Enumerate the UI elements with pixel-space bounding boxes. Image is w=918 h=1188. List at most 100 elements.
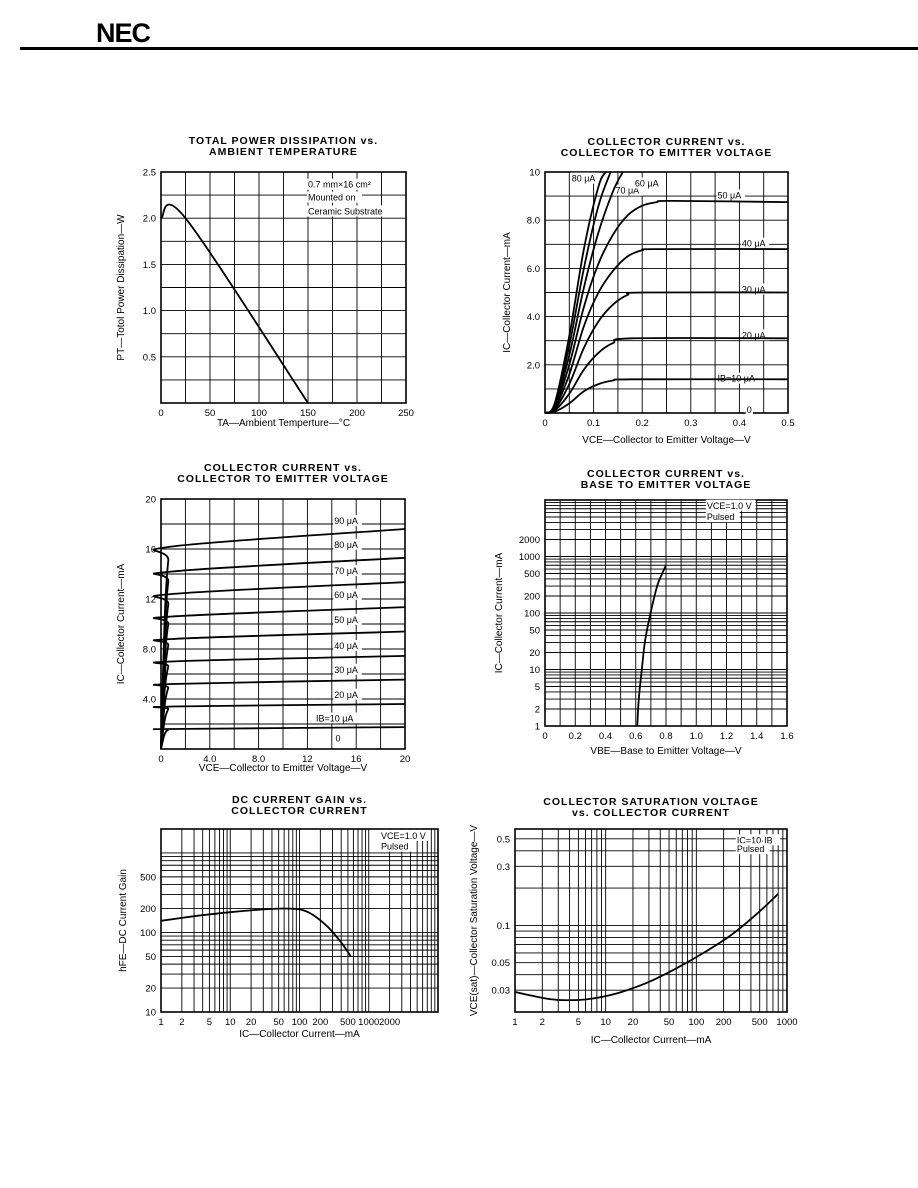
annotation-label: Ceramic Substrate (308, 207, 383, 217)
x-tick-label: 2 (540, 1017, 545, 1028)
annotation-label: 70 μA (615, 186, 639, 196)
y-axis-label: IC—Collector Current—mA (494, 552, 505, 673)
y-tick-label: 20 (145, 495, 156, 506)
x-tick-label: 1.2 (720, 731, 733, 742)
annotation-label: 40 μA (334, 641, 358, 651)
annotation-label: 50 μA (334, 615, 358, 625)
y-tick-label: 20 (529, 648, 540, 659)
annotation-bg (716, 372, 761, 384)
chart-title: TOTAL POWER DISSIPATION vs. (189, 135, 378, 147)
chart-title: COLLECTOR CURRENT vs. (588, 136, 746, 148)
series-line (160, 203, 309, 404)
annotation-label: 0 (747, 405, 752, 415)
y-tick-label: 1.0 (143, 306, 156, 317)
series-line (153, 556, 406, 750)
annotation-label: VCE=1.0 V (707, 501, 752, 511)
x-tick-label: 0.6 (629, 731, 642, 742)
chart-title: COLLECTOR CURRENT vs. (587, 468, 745, 480)
annotation-label: 60 μA (334, 590, 358, 600)
y-axis-label: VCE(sat)—Collector Saturation Voltage—V (469, 825, 480, 1017)
y-tick-label: 100 (524, 609, 540, 620)
annotation-bg (614, 184, 643, 196)
x-tick-label: 0.2 (636, 418, 649, 429)
series-line (153, 655, 406, 750)
y-tick-label: 0.1 (497, 921, 510, 932)
annotation-label: 30 μA (334, 665, 358, 675)
y-tick-label: 0.5 (143, 352, 156, 363)
x-tick-label: 50 (273, 1017, 284, 1028)
x-axis-label: TA—Ambient Temperture—°C (217, 418, 350, 429)
annotation-bg (333, 688, 362, 700)
x-tick-label: 2000 (379, 1017, 400, 1028)
x-tick-label: 0 (158, 408, 163, 419)
chart-subtitle: vs. COLLECTOR CURRENT (572, 807, 730, 819)
series-line (160, 907, 352, 957)
chart-3: COLLECTOR CURRENT vs.COLLECTOR TO EMITTE… (116, 462, 410, 774)
y-tick-label: 200 (524, 591, 540, 602)
annotation-label: VCE=1.0 V (381, 831, 426, 841)
x-tick-label: 5 (207, 1017, 212, 1028)
x-tick-label: 1 (512, 1017, 517, 1028)
x-tick-label: 0 (542, 418, 547, 429)
x-axis-label: IC—Collector Current—mA (239, 1029, 360, 1040)
y-tick-label: 50 (529, 626, 540, 637)
x-tick-label: 0.3 (684, 418, 697, 429)
y-tick-label: 500 (524, 569, 540, 580)
y-tick-label: 0.3 (497, 862, 510, 873)
chart-title: DC CURRENT GAIN vs. (232, 794, 367, 806)
annotation-label: Pulsed (381, 842, 409, 852)
x-tick-label: 5 (576, 1017, 581, 1028)
y-tick-label: 500 (140, 872, 156, 883)
x-tick-label: 12 (302, 754, 313, 765)
x-axis-label: IC—Collector Current—mA (591, 1035, 712, 1046)
x-tick-label: 4.0 (203, 754, 216, 765)
annotation-label: Pulsed (707, 512, 735, 522)
annotation-bg (307, 191, 362, 203)
annotation-bg (705, 511, 740, 523)
annotation-label: 80 μA (334, 540, 358, 550)
x-tick-label: 0.4 (733, 418, 746, 429)
x-tick-label: 1.4 (750, 731, 763, 742)
y-tick-label: 0.03 (492, 986, 511, 997)
x-tick-label: 0.8 (659, 731, 672, 742)
annotation-bg (570, 172, 600, 184)
series-line (544, 291, 789, 414)
chart-2: COLLECTOR CURRENT vs.COLLECTOR TO EMITTE… (502, 136, 795, 446)
chart-subtitle: COLLECTOR TO EMITTER VOLTAGE (561, 147, 773, 159)
y-tick-label: 10 (145, 1008, 156, 1019)
x-tick-label: 200 (312, 1017, 328, 1028)
x-tick-label: 1000 (358, 1017, 379, 1028)
annotation-label: 70 μA (334, 566, 358, 576)
grid (545, 500, 787, 726)
x-tick-label: 10 (600, 1017, 611, 1028)
y-tick-label: 0.5 (497, 834, 510, 845)
annotation-bg (740, 237, 770, 249)
annotation-label: 90 μA (334, 516, 358, 526)
x-tick-label: 0 (158, 754, 163, 765)
annotation-bg (633, 177, 663, 189)
chart-subtitle: AMBIENT TEMPERATURE (209, 146, 358, 158)
x-tick-label: 8.0 (252, 754, 265, 765)
annotation-bg (379, 840, 414, 852)
y-tick-label: 10 (529, 665, 540, 676)
nec-logo: NEC (96, 18, 151, 48)
header-rule (20, 47, 918, 50)
y-tick-label: 12 (145, 595, 156, 606)
x-tick-label: 0.1 (587, 418, 600, 429)
y-tick-label: 8.0 (143, 645, 156, 656)
y-tick-label: 16 (145, 545, 156, 556)
annotation-label: Mounted on (308, 193, 356, 203)
series-line (152, 726, 406, 750)
series-line (152, 703, 406, 750)
y-axis-label: IC—Collector Current—mA (502, 232, 513, 353)
y-axis-label: IC—Collector Current—mA (116, 563, 127, 684)
annotation-label: IB=10 μA (316, 714, 353, 724)
grid (161, 829, 438, 1012)
y-tick-label: 2 (535, 704, 540, 715)
y-tick-label: 2.5 (143, 168, 156, 179)
x-axis-label: VCE—Collector to Emitter Voltage—V (199, 763, 368, 774)
plot-frame (514, 828, 788, 1013)
annotation-bg (333, 640, 362, 651)
y-tick-label: 100 (140, 928, 156, 939)
chart-subtitle: COLLECTOR CURRENT (231, 805, 367, 817)
